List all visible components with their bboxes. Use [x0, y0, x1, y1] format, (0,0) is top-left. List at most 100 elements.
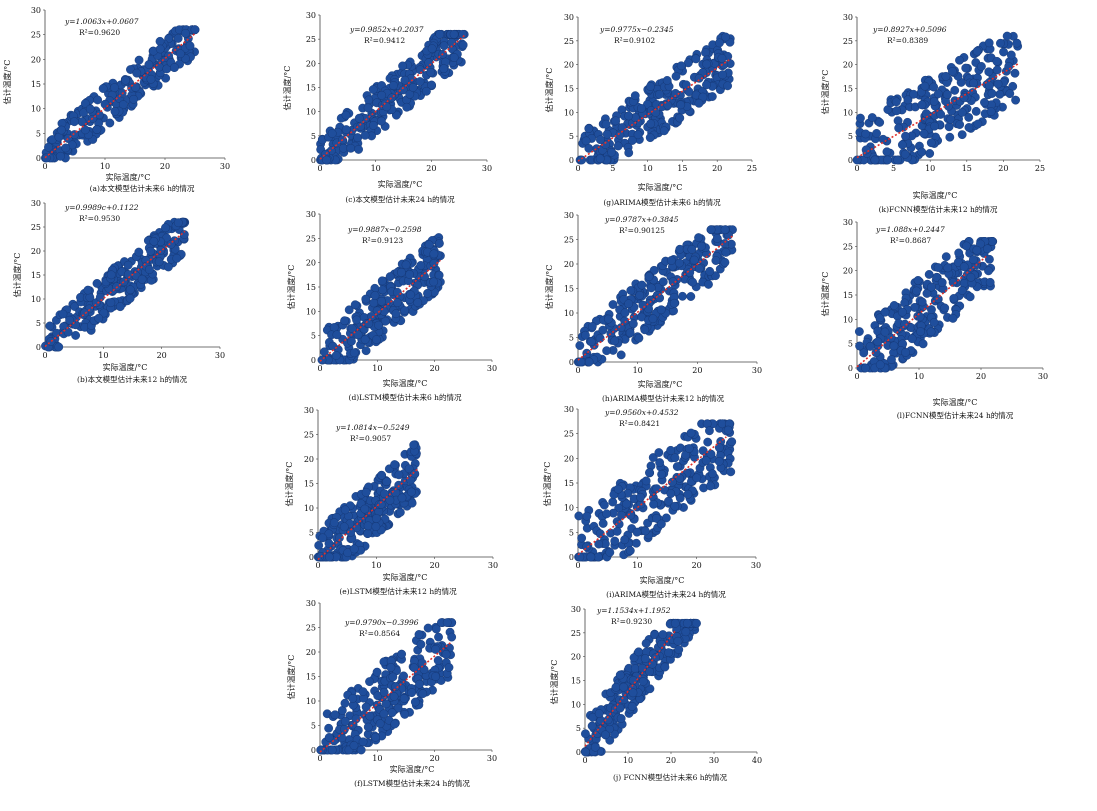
y-tick-label: 20 [304, 455, 314, 464]
r-squared: R²=0.9057 [350, 434, 391, 443]
scatter-point [574, 511, 584, 521]
scatter-point [439, 41, 449, 51]
scatter-point [692, 473, 702, 483]
scatter-point [416, 639, 426, 649]
y-tick-label: 25 [564, 430, 574, 439]
scatter-point [398, 85, 408, 95]
scatter-point [603, 715, 613, 725]
panel-caption: (b)本文模型估计未来12 h的情况 [77, 374, 187, 384]
fit-equation: y=1.088x+0.2447 [875, 225, 945, 234]
x-tick-label: 15 [962, 164, 972, 173]
scatter-point [77, 117, 87, 127]
scatter-point [634, 333, 644, 343]
x-tick-label: 20 [160, 162, 170, 171]
x-tick-label: 30 [488, 561, 498, 570]
x-tick-label: 0 [317, 164, 322, 173]
scatter-point [676, 100, 686, 110]
scatter-point [379, 709, 389, 719]
scatter-point [340, 698, 350, 708]
scatter-point [44, 142, 53, 152]
y-axis-label: 估计温度/°C [549, 660, 559, 705]
scatter-point [361, 487, 371, 497]
scatter-point [613, 141, 623, 151]
scatter-points [573, 225, 737, 367]
scatter-point [855, 341, 865, 351]
scatter-point [376, 500, 386, 509]
scatter-point [185, 41, 195, 51]
scatter-point [977, 62, 986, 71]
scatter-point [399, 694, 409, 703]
scatter-point [134, 247, 144, 257]
y-tick-label: 5 [569, 334, 574, 343]
scatter-point [875, 313, 885, 323]
scatter-point [917, 297, 927, 307]
x-axis-label: 实际温度/°C [640, 575, 685, 585]
scatter-point [644, 272, 654, 282]
y-tick-label: 15 [304, 480, 314, 489]
y-tick-label: 25 [843, 242, 853, 251]
scatter-points [316, 618, 457, 755]
scatter-point [987, 89, 997, 98]
scatter-point [910, 303, 919, 312]
scatter-point [909, 89, 918, 99]
scatter-point [919, 129, 929, 139]
panel-caption: (a)本文模型估计未来6 h的情况 [90, 183, 195, 193]
scatter-point [948, 313, 958, 323]
scatter-point [673, 636, 683, 646]
scatter-point [969, 78, 978, 88]
y-tick-label: 0 [848, 156, 853, 165]
scatter-point [925, 149, 935, 158]
scatter-point [667, 477, 677, 487]
scatter-point [971, 106, 981, 116]
scatter-point [394, 480, 404, 490]
scatter-point [964, 112, 974, 122]
scatter-point [689, 255, 699, 265]
scatter-point [377, 276, 387, 286]
x-tick-label: 10 [632, 561, 642, 570]
scatter-point [624, 148, 634, 158]
y-tick-label: 10 [564, 108, 574, 117]
scatter-point [146, 246, 155, 256]
scatter-point [645, 667, 654, 676]
scatter-point [324, 723, 334, 733]
scatter-point [341, 125, 351, 134]
scatter-point [65, 315, 75, 325]
scatter-point [720, 239, 730, 248]
scatter-point [181, 28, 190, 38]
scatter-point [658, 630, 668, 639]
y-tick-label: 30 [306, 599, 316, 608]
scatter-point [654, 448, 664, 457]
y-tick-label: 0 [311, 156, 316, 165]
scatter-point [393, 703, 403, 713]
scatter-point [641, 476, 651, 486]
y-tick-label: 15 [843, 85, 853, 94]
x-tick-label: 0 [575, 366, 580, 375]
x-axis-label: 实际温度/°C [933, 397, 978, 407]
panel-caption: (j) FCNN模型估计未来6 h的情况 [613, 772, 728, 782]
scatter-point [354, 113, 364, 123]
y-tick-label: 20 [571, 653, 581, 662]
scatter-point [702, 59, 712, 69]
scatter-point [361, 346, 371, 356]
scatter-point [346, 143, 356, 153]
scatter-point [79, 108, 88, 118]
scatter-point [627, 136, 637, 145]
scatter-point [612, 526, 622, 536]
scatter-point [720, 225, 730, 235]
scatter-point [648, 314, 658, 324]
x-tick-label: 30 [482, 164, 492, 173]
scatter-point [655, 458, 665, 467]
scatter-point [917, 147, 927, 157]
scatter-point [173, 34, 183, 43]
scatter-point [685, 268, 695, 277]
y-tick-label: 0 [569, 156, 574, 165]
scatter-point [664, 648, 673, 658]
scatter-point [625, 546, 635, 556]
scatter-point [406, 290, 416, 300]
scatter-point [992, 56, 1002, 66]
scatter-point [365, 677, 374, 687]
scatter-point [955, 55, 964, 65]
scatter-point [1004, 62, 1014, 71]
scatter-point [458, 40, 468, 50]
scatter-point [861, 145, 871, 155]
